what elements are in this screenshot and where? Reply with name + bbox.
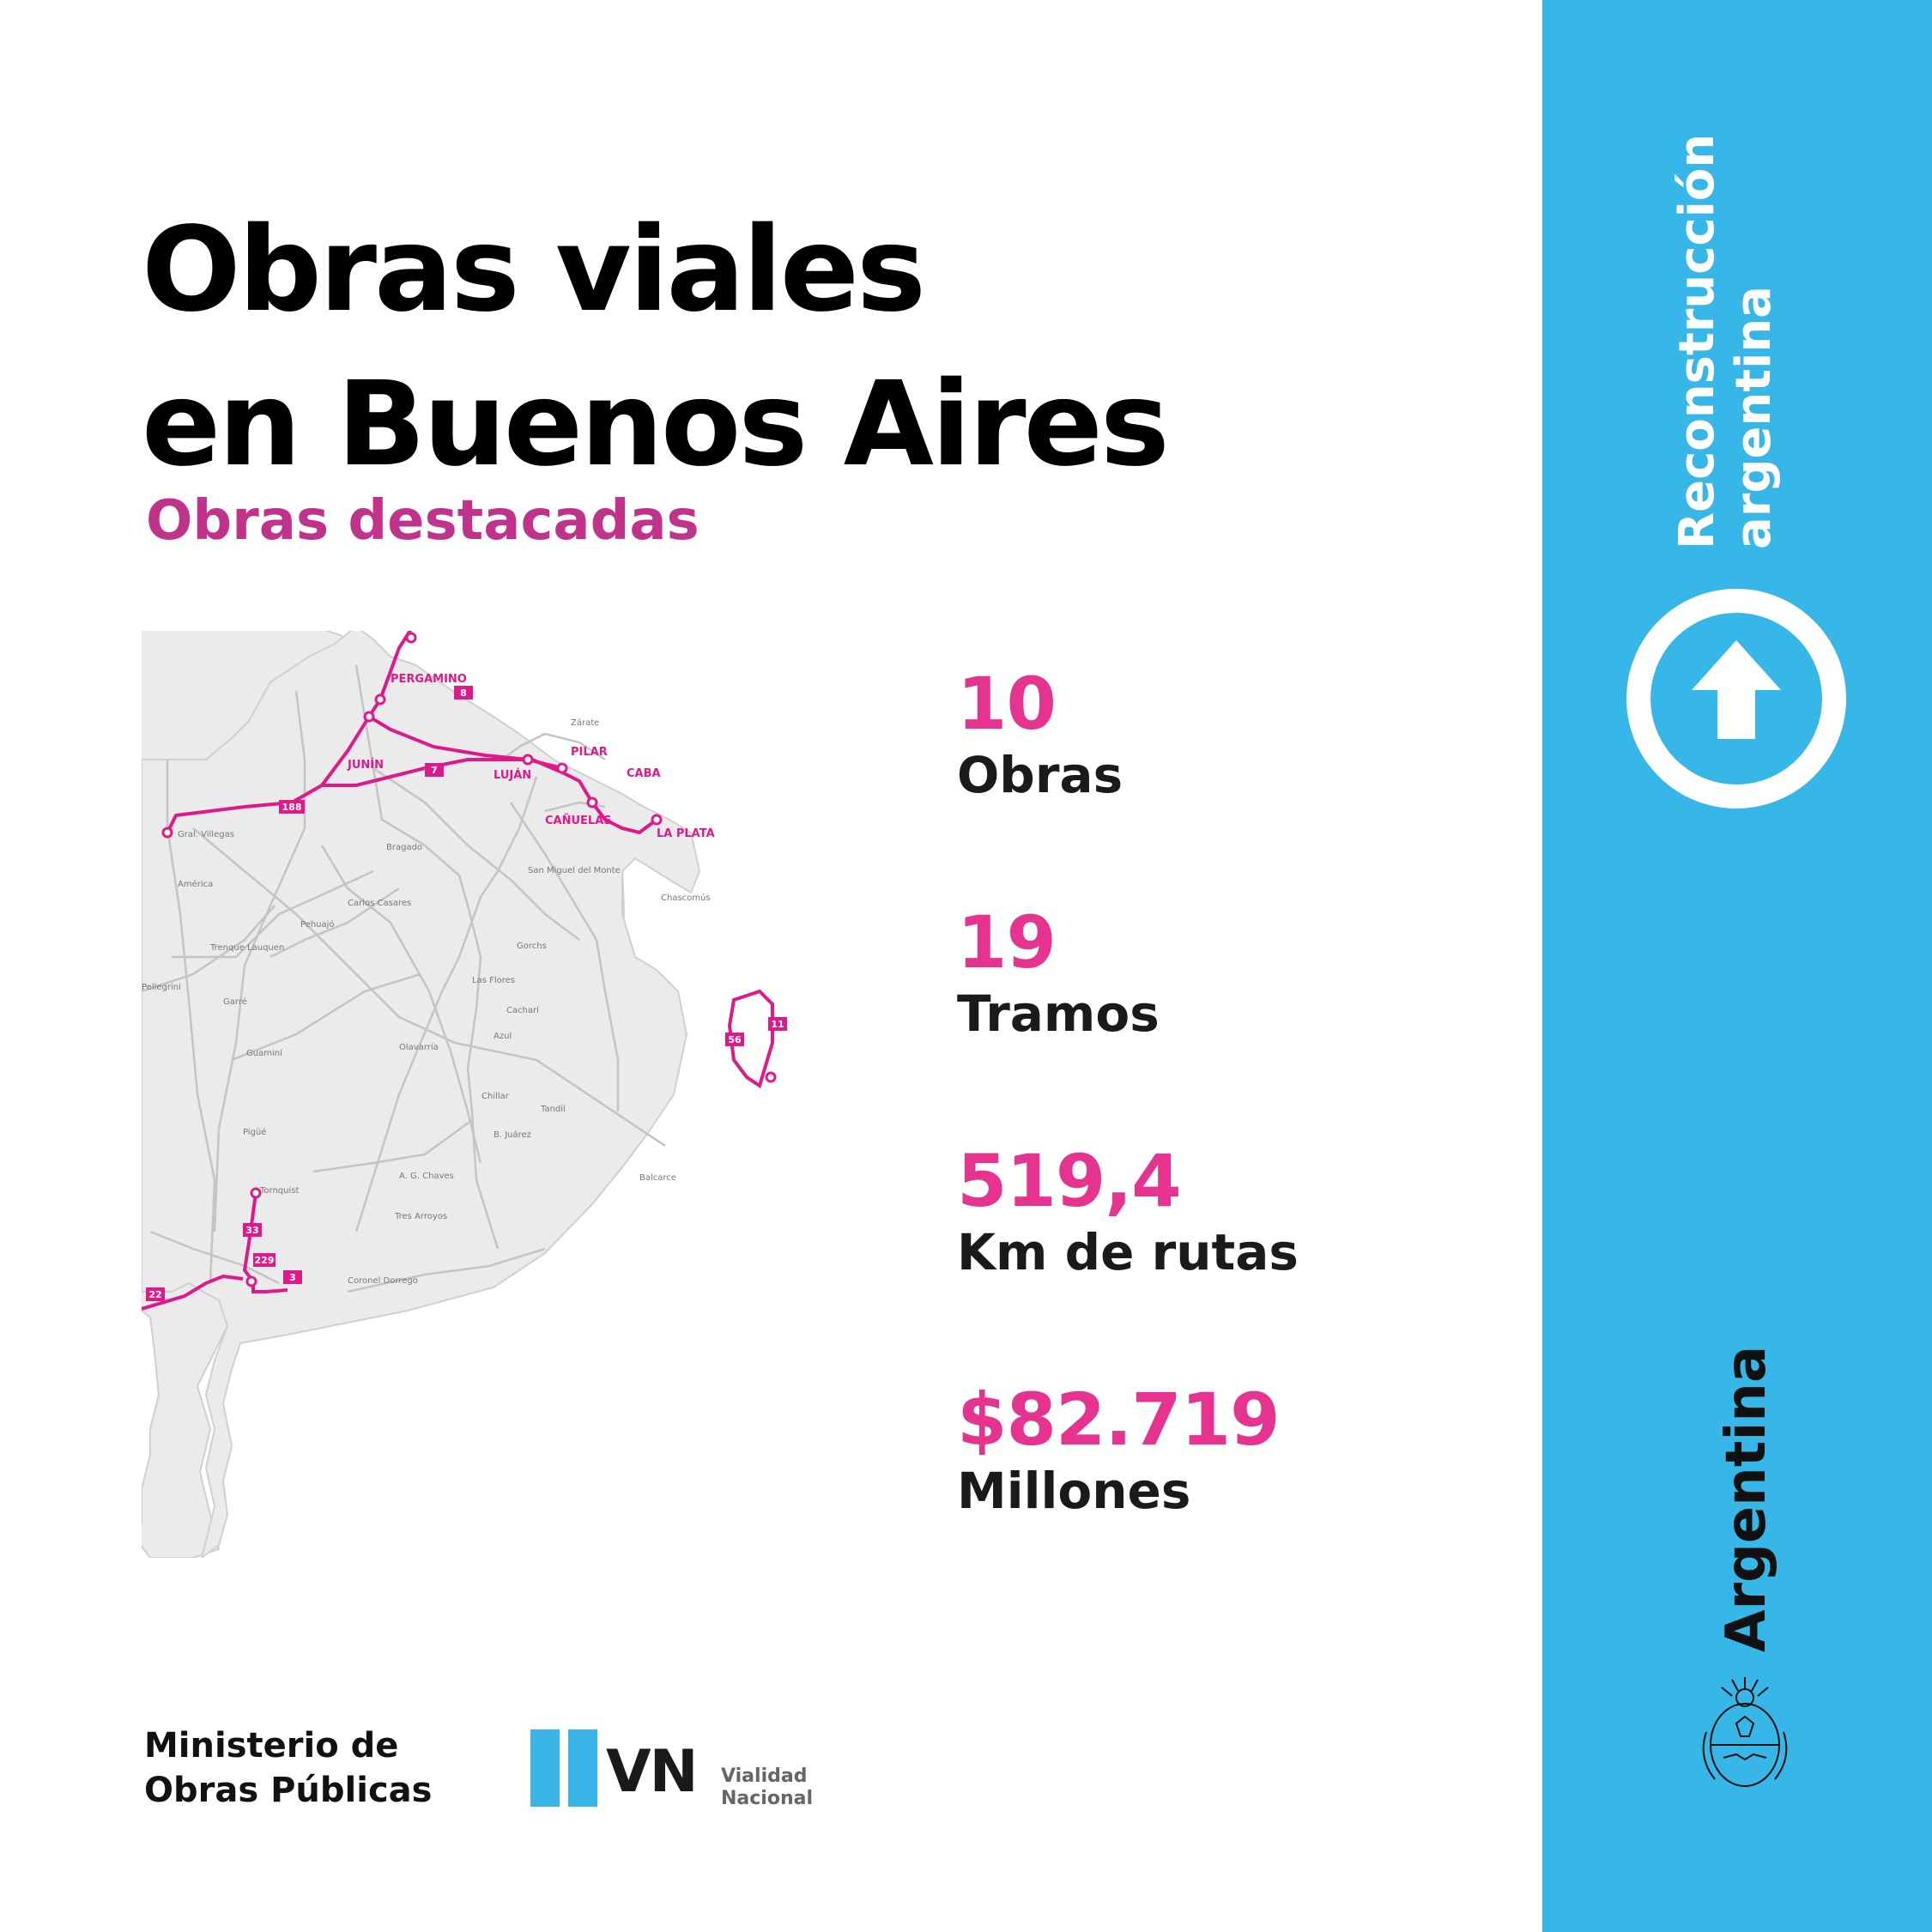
title-line-1: Obras viales bbox=[142, 203, 926, 338]
stat-label: Km de rutas bbox=[957, 1223, 1299, 1281]
ministry-line-1: Ministerio de bbox=[144, 1726, 399, 1765]
city-pellegrini: Pellegrini bbox=[142, 983, 181, 992]
city-cachari: Cacharí bbox=[506, 1005, 540, 1015]
badge-188: 188 bbox=[282, 802, 302, 813]
label-canuelas: CAÑUELAS bbox=[545, 814, 612, 827]
city-trenque-lauquen: Trenque Lauquen bbox=[209, 943, 284, 953]
up-arrow-circle-icon bbox=[1626, 589, 1846, 809]
badge-33: 33 bbox=[245, 1225, 258, 1236]
country-name: Argentina bbox=[1715, 1345, 1778, 1652]
city-azul: Azul bbox=[494, 1032, 512, 1041]
badge-56: 56 bbox=[728, 1034, 742, 1045]
route-badges: 8 7 188 56 11 33 229 22 3 bbox=[146, 686, 787, 1301]
stat-label: Millones bbox=[957, 1462, 1191, 1520]
tagline-line-1: Reconstrucción bbox=[1669, 133, 1725, 549]
city-america: América bbox=[178, 879, 213, 889]
stat-label: Tramos bbox=[957, 984, 1160, 1043]
city-chillar: Chillar bbox=[481, 1092, 510, 1101]
stat-value: 519,4 bbox=[957, 1139, 1182, 1223]
stat-label: Obras bbox=[957, 746, 1123, 804]
route-7 bbox=[318, 715, 528, 787]
vn-mark: VN bbox=[606, 1738, 699, 1806]
stat-value: $82.719 bbox=[957, 1378, 1281, 1462]
featured-city-labels: PERGAMINO PILAR CABA JUNÍN LUJÁN CAÑUELA… bbox=[347, 673, 715, 840]
city-pigue: Pigüé bbox=[243, 1127, 266, 1137]
city-las-flores: Las Flores bbox=[472, 976, 515, 985]
stat-obras: 10 Obras bbox=[957, 661, 1472, 803]
badge-7: 7 bbox=[431, 765, 438, 776]
badge-8: 8 bbox=[460, 687, 467, 699]
stat-value: 19 bbox=[957, 900, 1057, 984]
badge-3: 3 bbox=[289, 1272, 296, 1283]
route-caba bbox=[531, 758, 658, 835]
vn-name-line-1: Vialidad bbox=[721, 1765, 808, 1787]
city-villegas: Gral. Villegas bbox=[178, 830, 234, 839]
ministry-logo: Ministerio de Obras Públicas bbox=[144, 1723, 432, 1813]
vn-name-line-2: Nacional bbox=[721, 1788, 814, 1809]
title-line-2: en Buenos Aires bbox=[142, 357, 1170, 493]
city-tornquist: Tornquist bbox=[259, 1186, 299, 1196]
city-guamini: Guaminí bbox=[246, 1048, 283, 1058]
city-olavarria: Olavarría bbox=[399, 1042, 439, 1052]
city-balcarce: Balcarce bbox=[639, 1173, 676, 1183]
stat-millones: $82.719 Millones bbox=[957, 1377, 1472, 1519]
city-chaves: A. G. Chaves bbox=[399, 1172, 454, 1181]
tagline: Reconstrucción argentina bbox=[1669, 120, 1790, 549]
route-188 bbox=[166, 784, 323, 833]
tagline-wrap: Reconstrucción argentina bbox=[1669, 120, 1790, 549]
vn-bar-icon bbox=[530, 1729, 560, 1807]
city-gorchs: Gorchs bbox=[517, 942, 547, 951]
badge-22: 22 bbox=[148, 1289, 161, 1300]
stat-km: 519,4 Km de rutas bbox=[957, 1138, 1472, 1281]
label-la-plata: LA PLATA bbox=[657, 827, 715, 840]
brand-sidebar bbox=[1542, 0, 1932, 1932]
city-tres-arroyos: Tres Arroyos bbox=[394, 1212, 447, 1221]
buenos-aires-map: PERGAMINO PILAR CABA JUNÍN LUJÁN CAÑUELA… bbox=[142, 631, 787, 1558]
label-lujan: LUJÁN bbox=[494, 768, 531, 782]
label-pergamino: PERGAMINO bbox=[391, 673, 467, 686]
page-title: Obras viales en Buenos Aires bbox=[142, 193, 1170, 502]
coat-of-arms-icon bbox=[1702, 1677, 1788, 1787]
road-network bbox=[142, 664, 666, 1293]
city-bragado: Bragado bbox=[386, 843, 422, 852]
badge-11: 11 bbox=[771, 1019, 784, 1030]
city-chascomus: Chascomús bbox=[661, 893, 711, 903]
ministry-line-2: Obras Públicas bbox=[144, 1771, 433, 1810]
city-tandil: Tandil bbox=[540, 1105, 566, 1114]
city-dorrego: Coronel Dorrego bbox=[348, 1276, 418, 1286]
stat-value: 10 bbox=[957, 662, 1057, 746]
stat-tramos: 19 Tramos bbox=[957, 899, 1472, 1042]
label-junin: JUNÍN bbox=[347, 758, 384, 772]
city-monte: San Miguel del Monte bbox=[528, 866, 621, 875]
city-garre: Garré bbox=[223, 996, 247, 1007]
featured-cities bbox=[161, 632, 777, 1287]
city-pehuajo: Pehuajó bbox=[300, 919, 335, 930]
province-outline bbox=[142, 631, 701, 1558]
country-wrap: Argentina bbox=[1708, 1345, 1785, 1652]
vialidad-nacional-logo: VN Vialidad Nacional bbox=[530, 1729, 822, 1810]
badge-229: 229 bbox=[255, 1255, 275, 1266]
city-b-juarez: B. Juárez bbox=[494, 1130, 531, 1140]
tagline-line-2: argentina bbox=[1726, 286, 1782, 549]
city-zarate: Zárate bbox=[571, 718, 599, 728]
vn-bar-icon bbox=[568, 1729, 597, 1807]
city-carlos-casares: Carlos Casares bbox=[348, 899, 411, 908]
label-caba: CABA bbox=[627, 767, 661, 780]
vn-name: Vialidad Nacional bbox=[721, 1765, 813, 1810]
city-labels: Zárate Gral. Villegas América Bragado Ca… bbox=[142, 718, 711, 1286]
page-subtitle: Obras destacadas bbox=[146, 489, 700, 553]
label-pilar: PILAR bbox=[571, 746, 608, 759]
